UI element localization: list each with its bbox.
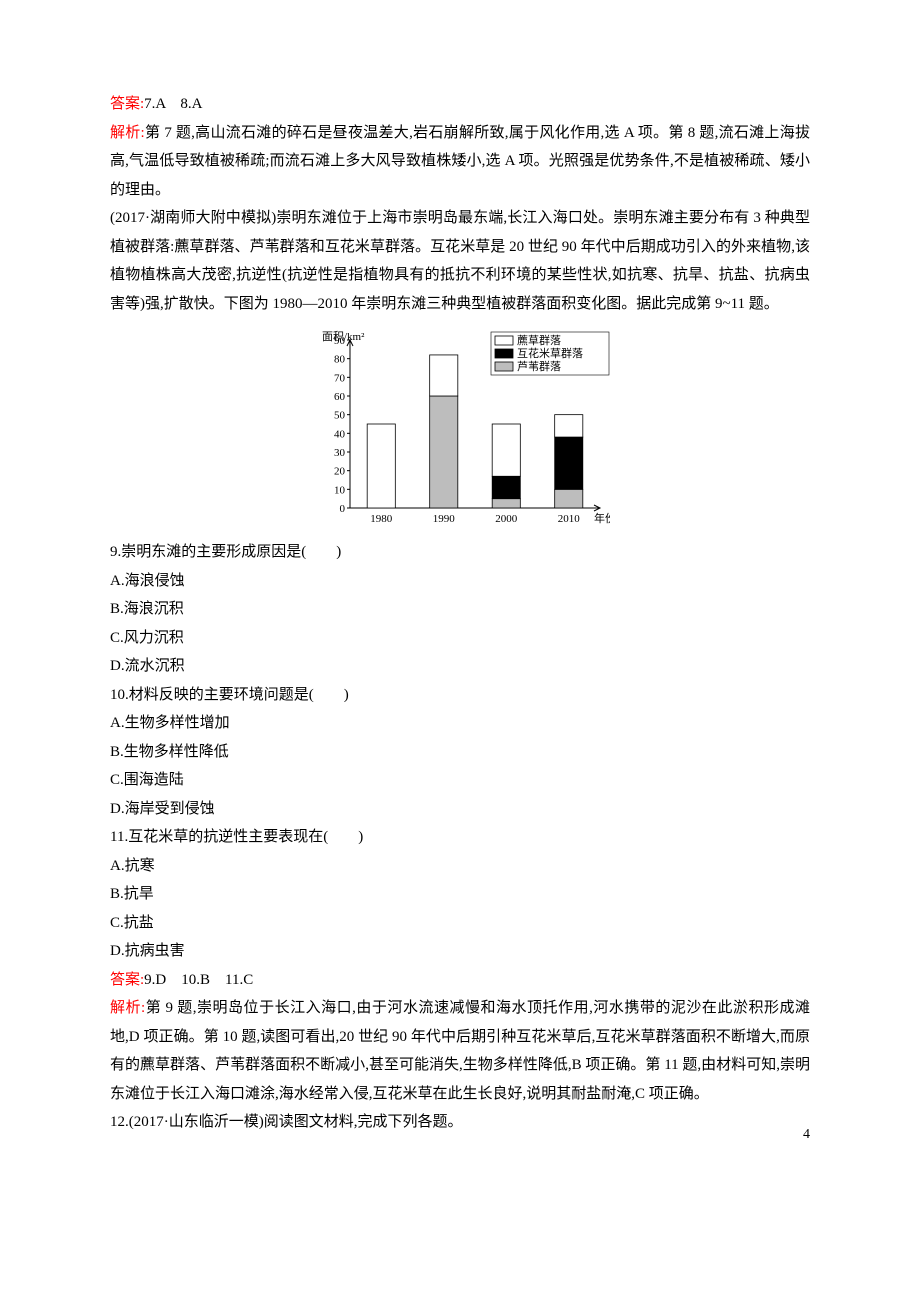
svg-text:1990: 1990	[433, 513, 456, 525]
analysis-label-2: 解析:	[110, 1000, 145, 1016]
svg-text:芦苇群落: 芦苇群落	[517, 359, 561, 373]
q11-option-a: A.抗寒	[110, 852, 810, 881]
q10-option-c: C.围海造陆	[110, 766, 810, 795]
bar-chart: 0102030405060708090面积/km²198019902000201…	[310, 330, 610, 530]
answer-9-11-text: 9.D 10.B 11.C	[144, 972, 253, 988]
chart-svg: 0102030405060708090面积/km²198019902000201…	[310, 330, 610, 530]
q10-stem: 10.材料反映的主要环境问题是( )	[110, 681, 810, 710]
svg-text:80: 80	[334, 354, 346, 366]
svg-text:30: 30	[334, 447, 346, 459]
analysis-7-8: 解析:第 7 题,高山流石滩的碎石是昼夜温差大,岩石崩解所致,属于风化作用,选 …	[110, 119, 810, 205]
answer-7-8-text: 7.A 8.A	[144, 96, 202, 112]
q9-stem: 9.崇明东滩的主要形成原因是( )	[110, 538, 810, 567]
svg-text:年份: 年份	[594, 511, 610, 525]
analysis-9-11-text: 第 9 题,崇明岛位于长江入海口,由于河水流速减慢和海水顶托作用,河水携带的泥沙…	[110, 1000, 810, 1102]
svg-text:40: 40	[334, 428, 346, 440]
q11-option-c: C.抗盐	[110, 909, 810, 938]
q11-stem: 11.互花米草的抗逆性主要表现在( )	[110, 823, 810, 852]
svg-text:1980: 1980	[370, 513, 393, 525]
svg-text:0: 0	[340, 503, 346, 515]
svg-text:20: 20	[334, 466, 346, 478]
q10-option-a: A.生物多样性增加	[110, 709, 810, 738]
svg-text:70: 70	[334, 372, 346, 384]
answer-7-8: 答案:7.A 8.A	[110, 90, 810, 119]
answer-label: 答案:	[110, 96, 144, 112]
q9-option-b: B.海浪沉积	[110, 595, 810, 624]
analysis-label: 解析:	[110, 125, 145, 141]
svg-text:10: 10	[334, 484, 346, 496]
q9-option-a: A.海浪侵蚀	[110, 567, 810, 596]
analysis-7-8-text: 第 7 题,高山流石滩的碎石是昼夜温差大,岩石崩解所致,属于风化作用,选 A 项…	[110, 125, 810, 198]
chart-container: 0102030405060708090面积/km²198019902000201…	[110, 330, 810, 530]
svg-text:60: 60	[334, 391, 346, 403]
svg-text:2000: 2000	[495, 513, 518, 525]
q10-option-d: D.海岸受到侵蚀	[110, 795, 810, 824]
analysis-9-11: 解析:第 9 题,崇明岛位于长江入海口,由于河水流速减慢和海水顶托作用,河水携带…	[110, 994, 810, 1108]
q10-option-b: B.生物多样性降低	[110, 738, 810, 767]
passage-9-11: (2017·湖南师大附中模拟)崇明东滩位于上海市崇明岛最东端,长江入海口处。崇明…	[110, 204, 810, 318]
q11-option-d: D.抗病虫害	[110, 937, 810, 966]
svg-text:2010: 2010	[558, 513, 581, 525]
q9-option-d: D.流水沉积	[110, 652, 810, 681]
q9-option-c: C.风力沉积	[110, 624, 810, 653]
svg-text:面积/km²: 面积/km²	[322, 330, 365, 343]
answer-9-11: 答案:9.D 10.B 11.C	[110, 966, 810, 995]
svg-text:50: 50	[334, 410, 346, 422]
svg-text:藨草群落: 藨草群落	[517, 333, 561, 347]
q11-option-b: B.抗旱	[110, 880, 810, 909]
svg-text:互花米草群落: 互花米草群落	[517, 346, 583, 360]
page-number: 4	[803, 1122, 810, 1149]
answer-label-2: 答案:	[110, 972, 144, 988]
q12-stem: 12.(2017·山东临沂一模)阅读图文材料,完成下列各题。	[110, 1108, 810, 1137]
